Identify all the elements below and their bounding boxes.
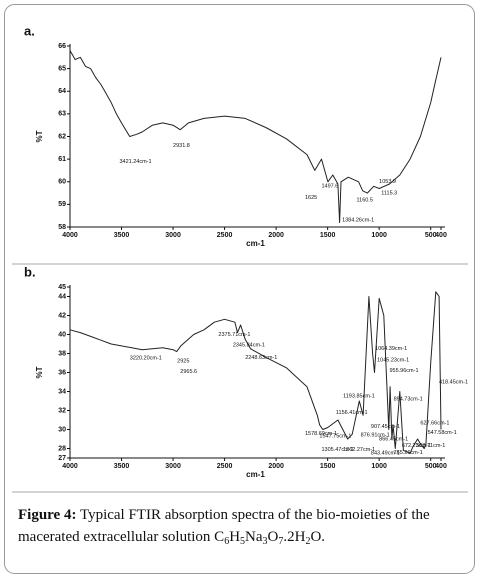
- x-tick-label: 3000: [165, 463, 181, 470]
- peak-annotation: 2965.6: [180, 369, 197, 375]
- y-tick-label: 36: [58, 369, 66, 376]
- formula-subscript: 2: [305, 536, 310, 547]
- formula-part: .2H: [283, 529, 305, 545]
- peak-annotation: 418.45cm-1: [439, 379, 468, 385]
- peak-annotation: 672.23cm-1: [402, 443, 431, 449]
- y-tick-label: 66: [58, 43, 66, 50]
- peak-annotation: 1384.26cm-1: [342, 218, 374, 224]
- x-tick-label: 3500: [114, 463, 130, 470]
- y-tick-label: 30: [58, 426, 66, 433]
- peak-annotation: 866.45cm-1: [379, 436, 408, 442]
- peak-annotation: 1115.3: [381, 191, 397, 197]
- x-tick-label: 500: [425, 232, 437, 239]
- peak-annotation: 1305.47cm-1: [321, 447, 353, 453]
- spectrum-line: [69, 50, 442, 223]
- x-tick-label: 2000: [268, 232, 284, 239]
- x-tick-label: 4000: [62, 463, 78, 470]
- y-tick-label: 44: [58, 293, 66, 300]
- formula-part: O.: [310, 529, 325, 545]
- x-axis-label: cm-1: [246, 239, 265, 248]
- peak-annotation: 563.71cm-1: [416, 443, 445, 449]
- y-tick-label: 64: [58, 88, 66, 95]
- y-tick-label: 40: [58, 331, 66, 338]
- x-tick-label: 1000: [371, 463, 387, 470]
- y-tick-label: 63: [58, 111, 66, 118]
- peak-annotation: 1578.69cm-1: [305, 431, 337, 437]
- x-tick-label: 400: [435, 463, 447, 470]
- panel-label: a.: [24, 23, 35, 38]
- peak-annotation: 907.45cm-1: [371, 424, 400, 430]
- peak-annotation: 765.26cm-1: [394, 450, 423, 456]
- spectrum-line: [69, 291, 442, 454]
- formula-subscript: 5: [240, 536, 245, 547]
- peak-annotation: 894.73cm-1: [394, 397, 423, 403]
- formula-subscript: 3: [263, 536, 268, 547]
- formula-subscript: 7: [278, 536, 283, 547]
- y-tick-label: 42: [58, 312, 66, 319]
- x-tick-label: 4000: [62, 232, 78, 239]
- peak-annotation: 843.49cm-1: [371, 451, 400, 457]
- formula-part: C: [214, 529, 224, 545]
- peak-annotation: 3421.24cm-1: [119, 159, 151, 165]
- caption-text: macerated extracellular solution: [18, 529, 214, 545]
- y-tick-label: 32: [58, 407, 66, 414]
- y-tick-label: 65: [58, 65, 66, 72]
- peak-annotation: 1497.6: [321, 184, 338, 190]
- x-tick-label: 2500: [217, 463, 233, 470]
- peak-annotation: 3220.20cm-1: [130, 356, 162, 362]
- y-tick-label: 62: [58, 133, 66, 140]
- y-tick-label: 58: [58, 224, 66, 231]
- peak-annotation: 547.58cm-1: [428, 430, 457, 436]
- peak-annotation: 2931.8: [173, 143, 190, 149]
- y-axis-label: %T: [35, 130, 44, 142]
- caption-line-1: Figure 4: Typical FTIR absorption spectr…: [18, 507, 430, 523]
- y-tick-label: 61: [58, 156, 66, 163]
- x-tick-label: 3000: [165, 232, 181, 239]
- peak-annotation: 1547.75cm-1: [319, 434, 351, 440]
- y-tick-label: 28: [58, 445, 66, 452]
- peak-annotation: 2375.71cm-1: [218, 332, 250, 338]
- formula-part: H: [229, 529, 240, 545]
- y-tick-label: 34: [58, 388, 66, 395]
- peak-annotation: 1160.5: [356, 197, 372, 203]
- caption-text: Typical FTIR absorption spectra of the b…: [76, 507, 430, 523]
- peak-annotation: 2248.63cm-1: [245, 355, 277, 361]
- y-tick-label: 45: [58, 284, 66, 291]
- formula-part: Na: [245, 529, 263, 545]
- x-tick-label: 400: [435, 232, 447, 239]
- y-axis-label: %T: [35, 366, 44, 378]
- peak-annotation: 2925: [177, 359, 189, 365]
- x-tick-label: 500: [425, 463, 437, 470]
- peak-annotation: 876.91cm-1: [361, 433, 390, 439]
- caption-line-2: macerated extracellular solution C6H5Na3…: [18, 529, 325, 547]
- x-tick-label: 1500: [320, 463, 336, 470]
- x-tick-label: 2000: [268, 463, 284, 470]
- frame: [4, 4, 475, 574]
- x-axis-label: cm-1: [246, 470, 265, 479]
- peak-annotation: 1045.23cm-1: [377, 358, 409, 364]
- panel-label: b.: [24, 264, 36, 279]
- y-tick-label: 59: [58, 201, 66, 208]
- x-tick-label: 1500: [320, 232, 336, 239]
- y-tick-label: 60: [58, 179, 66, 186]
- peak-annotation: 2345.84cm-1: [233, 342, 265, 348]
- peak-annotation: 1262.27cm-1: [343, 447, 375, 453]
- peak-annotation: 1053.9: [379, 179, 396, 185]
- peak-annotation: 1193.85cm-1: [343, 394, 375, 400]
- peak-annotation: 627.66cm-1: [420, 420, 449, 426]
- x-tick-label: 2500: [217, 232, 233, 239]
- x-tick-label: 1000: [371, 232, 387, 239]
- formula-part: O: [268, 529, 279, 545]
- peak-annotation: 1064.39cm-1: [375, 346, 407, 352]
- y-tick-label: 27: [58, 455, 66, 462]
- peak-annotation: 955.96cm-1: [389, 368, 418, 374]
- formula-subscript: 6: [224, 536, 229, 547]
- x-tick-label: 3500: [114, 232, 130, 239]
- peak-annotation: 1156.41cm-1: [336, 410, 368, 416]
- y-tick-label: 38: [58, 350, 66, 357]
- peak-annotation: 1625: [305, 195, 317, 201]
- caption-label: Figure 4:: [18, 507, 76, 523]
